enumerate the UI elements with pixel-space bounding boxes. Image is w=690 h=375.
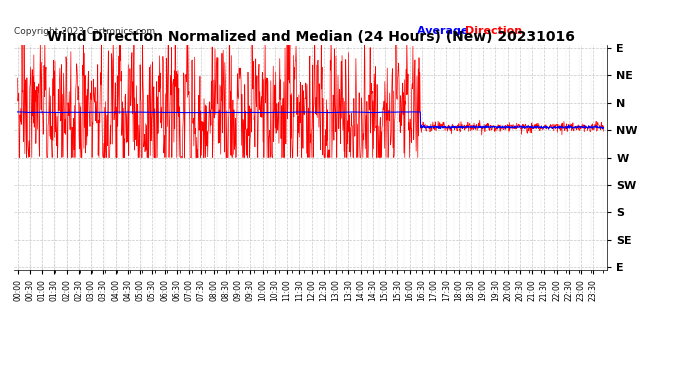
Text: Copyright 2023 Cartronics.com: Copyright 2023 Cartronics.com <box>14 27 155 36</box>
Title: Wind Direction Normalized and Median (24 Hours) (New) 20231016: Wind Direction Normalized and Median (24… <box>46 30 575 44</box>
Text: Average: Average <box>417 26 473 36</box>
Text: Direction: Direction <box>465 26 522 36</box>
